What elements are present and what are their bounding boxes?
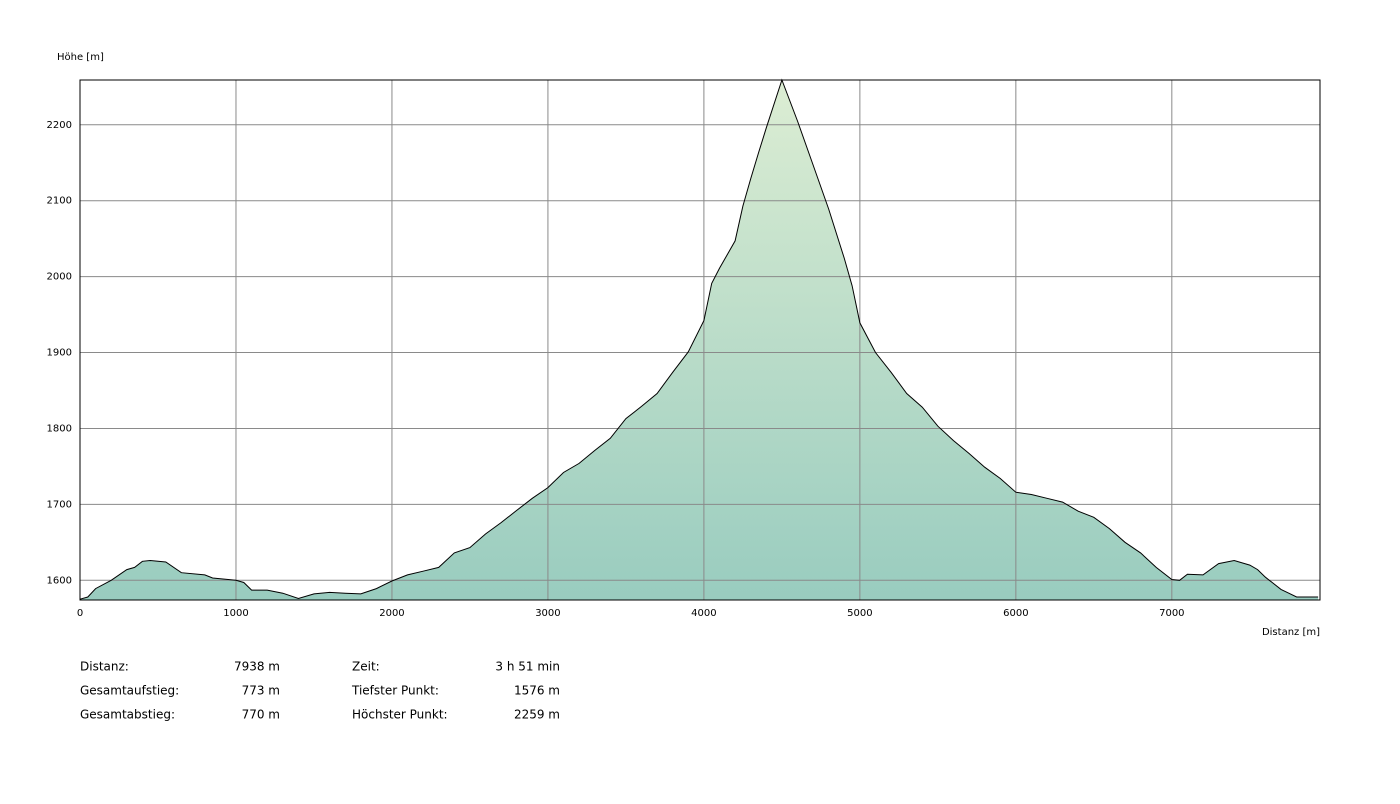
elevation-line (79, 78, 1319, 600)
stat-label: Gesamtabstieg: (80, 708, 175, 722)
stat-label: Höchster Punkt: (352, 708, 448, 722)
x-tick-label: 0 (77, 608, 83, 619)
stat-value: 2259 m (514, 708, 560, 722)
y-tick-label: 2200 (47, 120, 72, 131)
stat-value: 773 m (242, 684, 280, 698)
stat-value: 1576 m (514, 684, 560, 698)
y-tick-label: 2100 (47, 196, 72, 207)
x-tick-label: 7000 (1159, 608, 1184, 619)
x-tick-label: 1000 (223, 608, 248, 619)
stat-label: Gesamtaufstieg: (80, 684, 179, 698)
stat-label: Zeit: (352, 660, 380, 674)
stat-value: 3 h 51 min (495, 660, 560, 674)
x-tick-label: 4000 (691, 608, 716, 619)
x-tick-label: 3000 (535, 608, 560, 619)
y-tick-label: 2000 (47, 272, 72, 283)
x-tick-label: 2000 (379, 608, 404, 619)
stat-label: Tiefster Punkt: (351, 684, 439, 698)
y-axis-label: Höhe [m] (57, 52, 104, 63)
x-tick-label: 6000 (1003, 608, 1028, 619)
x-tick-label: 5000 (847, 608, 872, 619)
stat-label: Distanz: (80, 660, 129, 674)
y-tick-label: 1800 (47, 423, 72, 434)
elevation-area (80, 80, 1319, 600)
stat-value: 770 m (242, 708, 280, 722)
x-axis-label: Distanz [m] (1262, 627, 1320, 638)
y-tick-label: 1700 (47, 499, 72, 510)
stat-value: 7938 m (234, 660, 280, 674)
plot-frame (79, 79, 1321, 601)
y-tick-label: 1900 (47, 348, 72, 359)
y-tick-label: 1600 (47, 575, 72, 586)
